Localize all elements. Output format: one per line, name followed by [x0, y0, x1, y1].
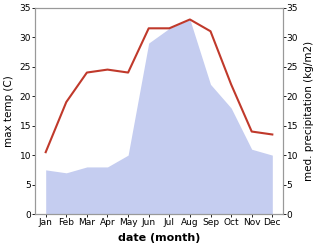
Y-axis label: med. precipitation (kg/m2): med. precipitation (kg/m2) — [304, 41, 314, 181]
Y-axis label: max temp (C): max temp (C) — [4, 75, 14, 147]
X-axis label: date (month): date (month) — [118, 233, 200, 243]
